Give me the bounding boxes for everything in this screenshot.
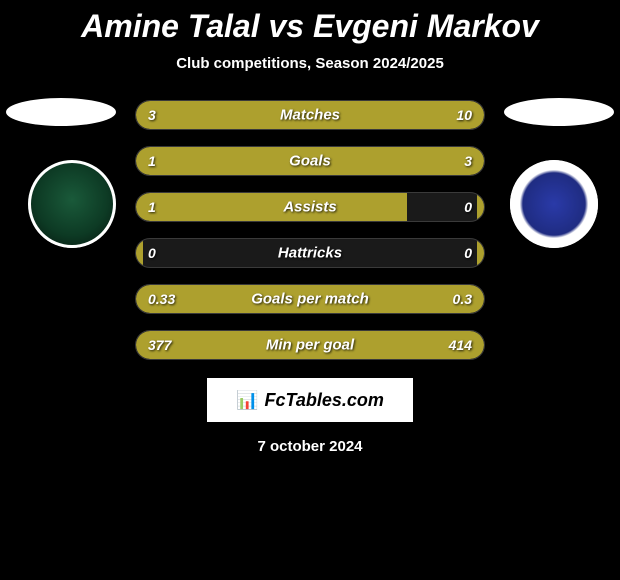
stat-row: 310Matches <box>135 100 485 130</box>
bar-fill-right <box>216 101 484 129</box>
stat-row: 377414Min per goal <box>135 330 485 360</box>
club-badge-right <box>510 160 598 248</box>
player-left-ellipse <box>6 98 116 126</box>
stat-value-left: 0 <box>148 245 156 261</box>
bar-fill-left <box>136 147 223 175</box>
stat-value-right: 0 <box>464 199 472 215</box>
stat-label: Hattricks <box>136 245 484 262</box>
brand-badge[interactable]: 📊 FcTables.com <box>205 376 415 424</box>
subtitle: Club competitions, Season 2024/2025 <box>0 55 620 72</box>
bar-fill-left <box>136 101 216 129</box>
comparison-panel: 310Matches13Goals10Assists00Hattricks0.3… <box>0 100 620 360</box>
stat-row: 10Assists <box>135 192 485 222</box>
stat-bars: 310Matches13Goals10Assists00Hattricks0.3… <box>135 100 485 360</box>
club-badge-left <box>28 160 116 248</box>
bar-fill-right <box>317 285 484 313</box>
bar-fill-left <box>136 285 317 313</box>
bar-fill-left <box>136 239 143 267</box>
stat-row: 0 0Hattricks <box>135 238 485 268</box>
bar-fill-right <box>303 331 484 359</box>
page-title: Amine Talal vs Evgeni Markov <box>0 0 620 45</box>
chart-icon: 📊 <box>236 390 258 411</box>
bar-fill-left <box>136 193 407 221</box>
stat-value-right: 0 <box>464 245 472 261</box>
bar-fill-right <box>477 193 484 221</box>
player-right-ellipse <box>504 98 614 126</box>
bar-fill-right <box>223 147 484 175</box>
stat-row: 0.330.3Goals per match <box>135 284 485 314</box>
bar-fill-left <box>136 331 303 359</box>
brand-text: FcTables.com <box>265 390 384 411</box>
bar-fill-right <box>477 239 484 267</box>
date-text: 7 october 2024 <box>0 438 620 455</box>
stat-row: 13Goals <box>135 146 485 176</box>
